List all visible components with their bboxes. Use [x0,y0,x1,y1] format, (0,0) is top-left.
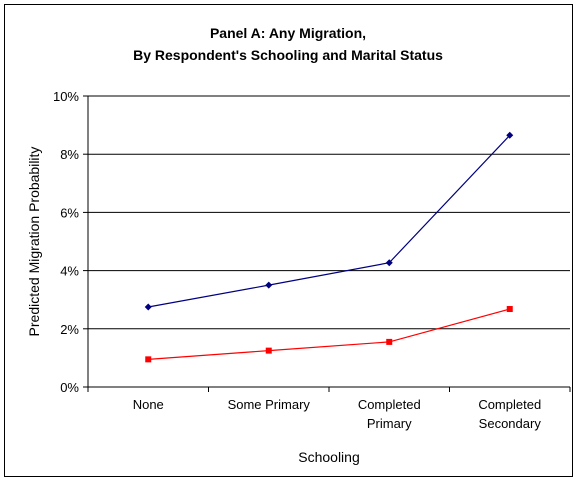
y-tick-label: 6% [60,205,79,220]
series-1-line [148,134,511,308]
x-tick-label: Primary [367,416,412,431]
y-axis-label: Predicted Migration Probability [26,147,42,337]
x-tick-label: Completed [478,397,541,412]
chart-title-line-1: Panel A: Any Migration, [210,25,366,41]
y-tick-label: 2% [60,322,79,337]
series-2-point [265,347,272,354]
chart-frame: Panel A: Any Migration, By Respondent's S… [4,4,573,477]
x-tick-label: Some Primary [228,397,311,412]
series-2-line [148,308,510,360]
line-chart: Panel A: Any Migration, By Respondent's S… [26,25,571,465]
chart-title-line-2: By Respondent's Schooling and Marital St… [133,47,443,63]
chart-title: Panel A: Any Migration, By Respondent's S… [133,25,443,63]
series-2-point [386,338,393,345]
series-2-point [506,306,513,313]
axes [83,95,571,392]
x-tick-label: Secondary [479,416,542,431]
x-axis-label: Schooling [298,449,360,465]
y-tick-label: 4% [60,264,79,279]
series-1-point [265,281,273,289]
x-tick-labels: None Some Primary Completed Primary Complete… [133,397,542,431]
y-tick-label: 8% [60,147,79,162]
series-1-point [144,303,152,311]
y-tick-labels: 0% 2% 4% 6% 8% 10% [53,89,79,395]
series-2-point [145,356,152,363]
x-tick-label: Completed [358,397,421,412]
y-tick-label: 0% [60,380,79,395]
x-tick-label: None [133,397,164,412]
series-1-point [385,259,393,267]
gridlines [88,95,570,330]
y-tick-label: 10% [53,89,79,104]
series [144,131,514,363]
series-1-point [506,131,514,139]
